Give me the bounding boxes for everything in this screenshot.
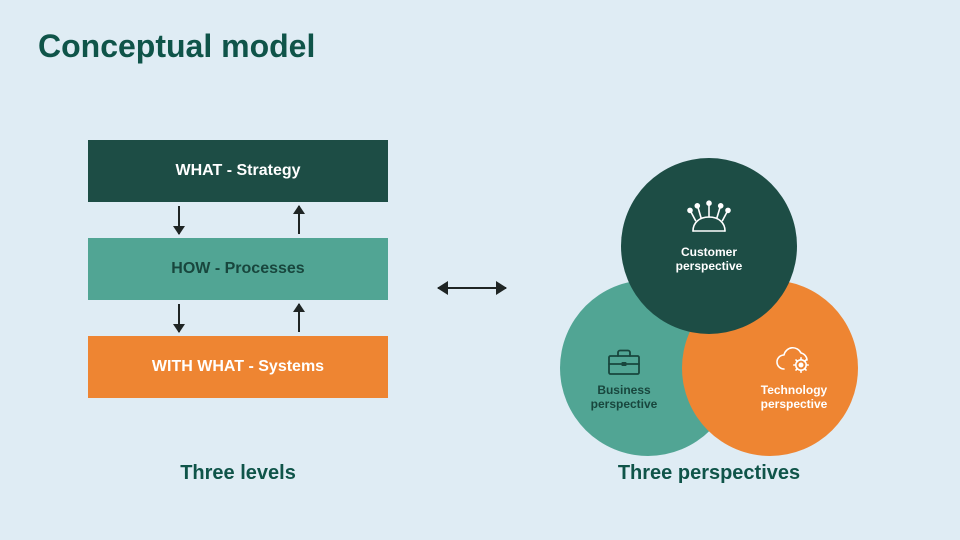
- page-title: Conceptual model: [38, 28, 315, 65]
- level-box-processes: HOW - Processes: [88, 238, 388, 300]
- caption-levels: Three levels: [108, 462, 368, 485]
- arrow-up-1: [298, 206, 300, 234]
- venn-label-customer: Customerperspective: [654, 246, 764, 274]
- venn-label-business: Businessperspective: [569, 384, 679, 412]
- caption-perspectives: Three perspectives: [579, 462, 839, 485]
- level-box-systems: WITH WHAT - Systems: [88, 336, 388, 398]
- crown-icon: [687, 199, 731, 237]
- arrow-down-2: [178, 304, 180, 332]
- arrow-down-1: [178, 206, 180, 234]
- cloud-gear-icon: [773, 344, 815, 376]
- center-double-arrow: [438, 287, 506, 289]
- level-box-strategy: WHAT - Strategy: [88, 140, 388, 202]
- briefcase-icon: [606, 347, 642, 377]
- arrow-up-2: [298, 304, 300, 332]
- venn-label-technology: Technologyperspective: [739, 384, 849, 412]
- slide: Conceptual model WHAT - Strategy HOW - P…: [0, 0, 960, 540]
- venn-diagram: Customerperspective Businessperspective …: [560, 158, 858, 456]
